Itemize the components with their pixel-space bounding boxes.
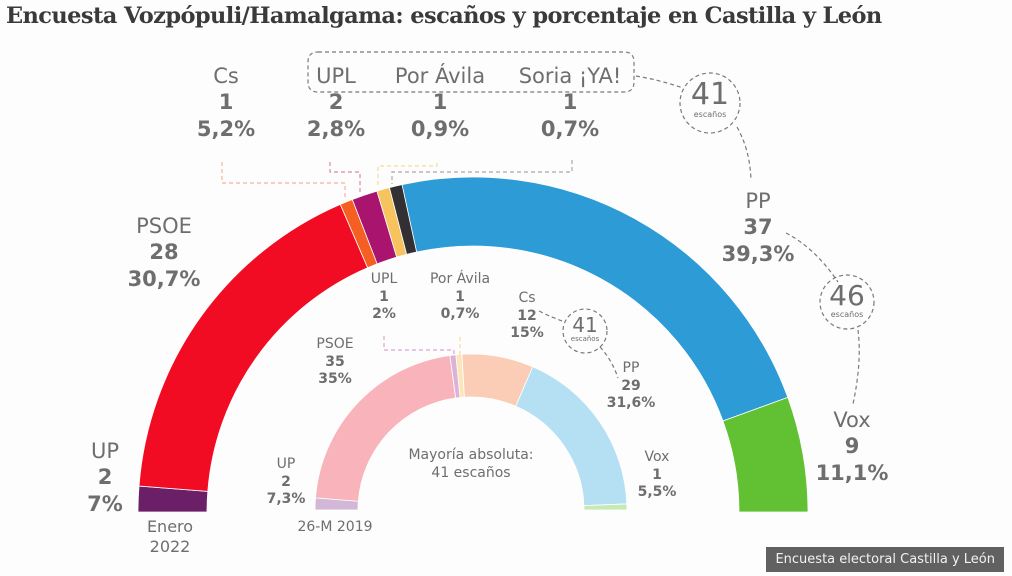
outer-arc-2022 xyxy=(137,176,809,513)
connector-pp-to-46 xyxy=(785,232,839,283)
leader-line-upl xyxy=(329,162,361,193)
label-psoe-2022: PSOE 28 30,7% xyxy=(127,214,201,291)
label-upl-2019: UPL 1 2% xyxy=(370,271,398,322)
badge-41-outer xyxy=(679,72,741,134)
source-caption: Encuesta electoral Castilla y León xyxy=(766,547,1004,572)
connector-cs-to-41 xyxy=(538,310,566,323)
inner-arc-2019 xyxy=(314,353,628,511)
inner-leader-upl xyxy=(383,336,455,356)
badge-46-outer xyxy=(819,274,875,330)
label-vox-2022: Vox 9 11,1% xyxy=(815,408,889,485)
label-enero-2022: Enero 2022 xyxy=(146,517,194,556)
label-psoe-2019: PSOE 35 35% xyxy=(316,336,354,387)
label-soria-2022: Soria ¡YA! 1 0,7% xyxy=(518,64,622,141)
badge-41-2022: 41 escaños xyxy=(690,77,730,120)
group-box xyxy=(307,51,635,93)
label-up-2022: UP 2 7% xyxy=(87,439,123,516)
majority-note: Mayoría absoluta: 41 escaños xyxy=(408,447,534,482)
label-upl-2022: UPL 2 2,8% xyxy=(306,64,366,141)
connector-41-to-pp xyxy=(736,126,752,181)
connector-41-to-pp-inner xyxy=(599,346,619,379)
label-vox-2019: Vox 1 5,5% xyxy=(637,449,677,500)
label-pp-2022: PP 37 39,3% xyxy=(721,189,795,266)
label-pp-2019: PP 29 31,6% xyxy=(606,360,656,411)
label-por-avila-2022: Por Ávila 1 0,9% xyxy=(394,64,486,141)
chart-title: Encuesta Vozpópuli/Hamalgama: escaños y … xyxy=(6,3,882,29)
seg-2022-segment-vox xyxy=(722,396,809,513)
badge-41-2019: 41 escaños xyxy=(570,313,600,343)
connector-46-to-vox xyxy=(852,329,860,405)
label-cs-2022: Cs 1 5,2% xyxy=(196,64,256,141)
leader-line-soria xyxy=(391,160,573,184)
connector-group-to-41 xyxy=(635,75,684,89)
badge-41-inner xyxy=(562,308,608,354)
badge-46-2022: 46 escaños xyxy=(829,279,865,320)
leader-line-cs xyxy=(221,162,346,200)
label-up-2019: UP 2 7,3% xyxy=(266,456,306,507)
label-por-avila-2019: Por Ávila 1 0,7% xyxy=(429,271,491,322)
label-26m-2019: 26-M 2019 xyxy=(297,519,373,535)
seg-2019-segment-vox xyxy=(583,503,628,511)
leader-line-por-avila xyxy=(377,163,438,186)
label-cs-2019: Cs 12 15% xyxy=(510,290,544,341)
